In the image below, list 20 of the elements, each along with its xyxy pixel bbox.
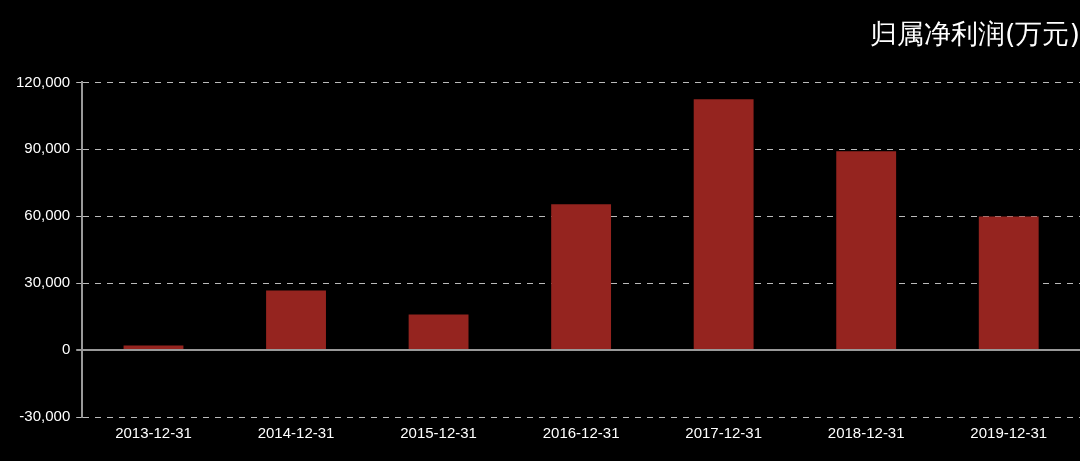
y-tick-label: 0 (61, 340, 71, 358)
chart-title: 归属净利润(万元) (869, 18, 1080, 50)
x-tick-label: 2015-12-31 (400, 424, 477, 442)
y-tick-label: 120,000 (15, 72, 71, 90)
bar (551, 204, 612, 350)
bar (836, 151, 897, 350)
bar (408, 314, 469, 350)
y-tick-label: 60,000 (24, 206, 71, 224)
x-tick-label: 2013-12-31 (115, 424, 192, 442)
y-tick-label: -30,000 (19, 407, 71, 425)
x-tick-label: 2016-12-31 (542, 424, 620, 442)
bar (978, 216, 1039, 350)
x-tick-label: 2014-12-31 (257, 424, 335, 442)
x-tick-label: 2017-12-31 (685, 424, 763, 442)
y-tick-label: 30,000 (24, 273, 71, 291)
x-tick-label: 2018-12-31 (827, 424, 905, 442)
bar (693, 99, 754, 350)
y-tick-label: 90,000 (24, 139, 71, 157)
x-tick-label: 2019-12-31 (970, 424, 1048, 442)
bar (266, 290, 326, 350)
